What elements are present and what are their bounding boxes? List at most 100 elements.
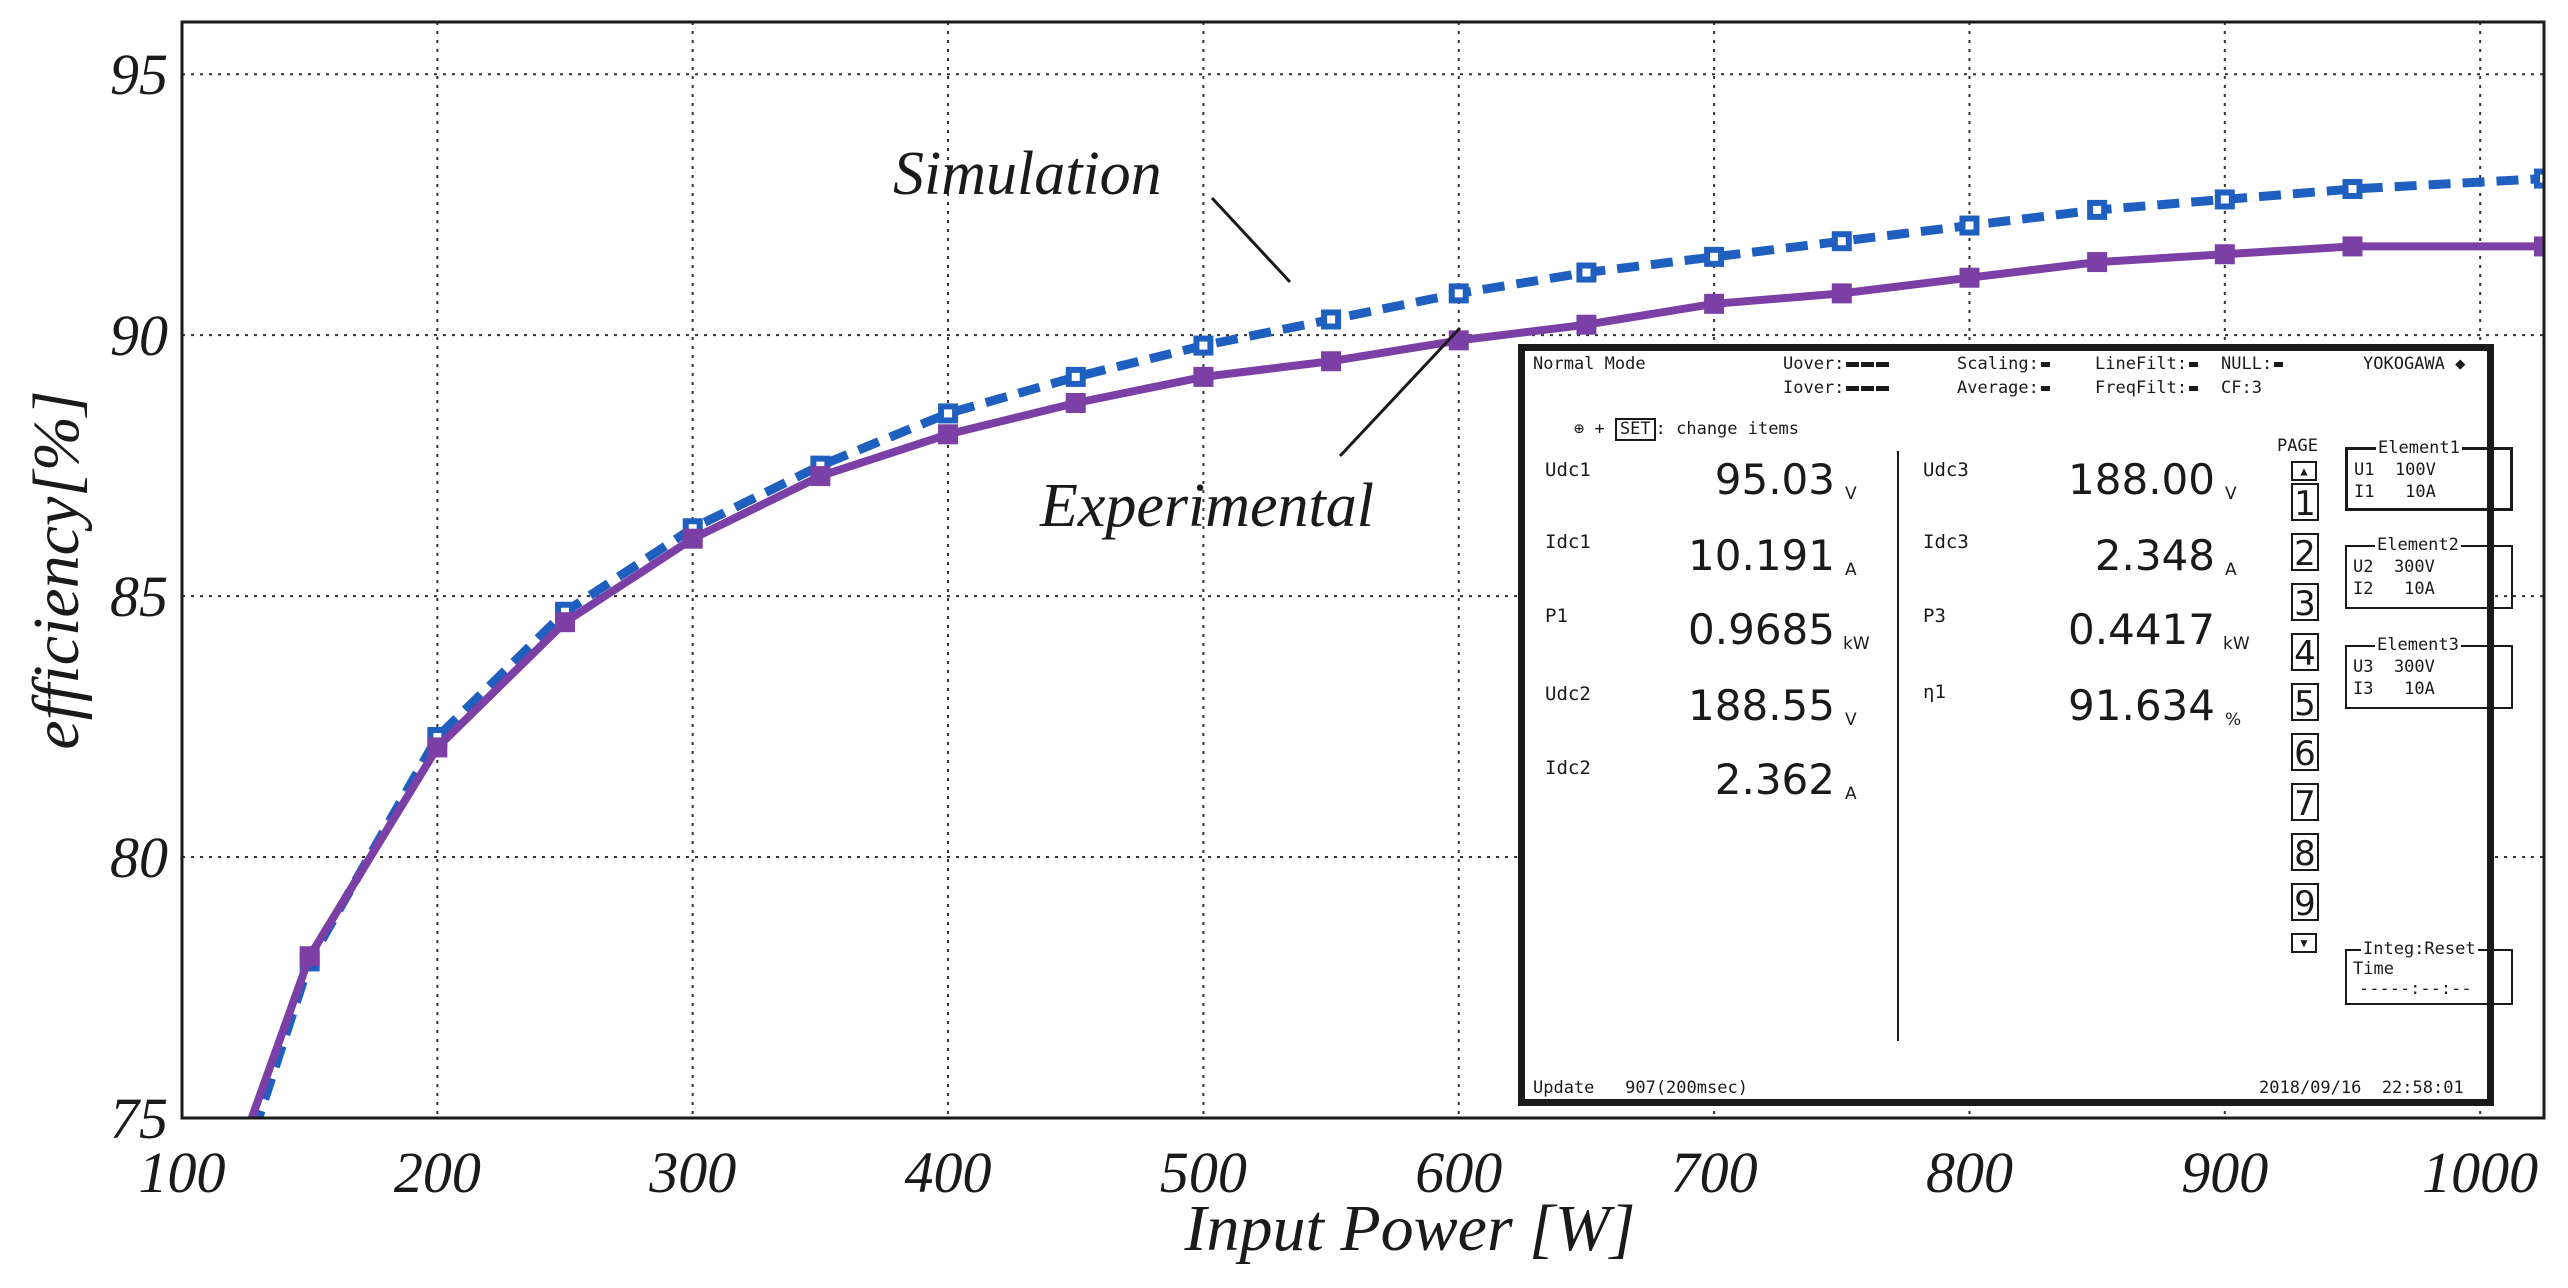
meas-value: 0.9685 (1688, 605, 1835, 654)
null-status: NULL: (2221, 355, 2284, 374)
y-tick-label: 90 (110, 303, 168, 368)
experimental-point (1704, 293, 1725, 314)
update-status: Update 907(200msec) (1533, 1078, 1748, 1098)
experimental-point (1448, 330, 1469, 351)
experimental-point (223, 1160, 243, 1180)
experimental-point (1576, 314, 1597, 335)
page-6[interactable]: 6 (2291, 733, 2319, 773)
meas-label: Udc2 (1545, 683, 1591, 705)
page-7[interactable]: 7 (2291, 783, 2319, 823)
meas-unit: V (1845, 710, 1857, 730)
experimental-point (682, 528, 703, 549)
simulation-point-center (2220, 195, 2229, 204)
experimental-point (427, 737, 448, 758)
x-tick-label: 500 (1160, 1140, 1247, 1205)
element3-box: Element3 U3 300V I3 10A (2345, 635, 2513, 709)
page-3[interactable]: 3 (2291, 583, 2319, 623)
simulation-point-center (1071, 372, 1080, 381)
page-4[interactable]: 4 (2291, 633, 2319, 673)
freqfilt-status: FreqFilt: (2095, 378, 2199, 398)
experimental-point (1193, 366, 1214, 387)
brand-text: YOKOGAWA (2363, 354, 2445, 374)
page-1[interactable]: 1 (2291, 483, 2319, 523)
iover-status: Iover: (1783, 379, 1890, 398)
simulation-point-center (433, 733, 442, 742)
element-title: Element3 (2375, 635, 2461, 655)
simulation-point-center (2348, 185, 2357, 194)
element-voltage-range: U2 300V (2353, 557, 2435, 577)
change-items-hint: ⊕ + SET: change items (1573, 418, 1799, 441)
experimental-point (2534, 236, 2544, 257)
simulation-point-center (2093, 205, 2102, 214)
element-voltage-range: U1 100V (2354, 460, 2436, 480)
experimental-point (1065, 392, 1086, 413)
page-5[interactable]: 5 (2291, 683, 2319, 723)
page-2[interactable]: 2 (2291, 533, 2319, 573)
scaling-status: Scaling: (1957, 355, 2050, 374)
freqfilt-label: FreqFilt: (2095, 378, 2188, 398)
page-9[interactable]: 9 (2291, 883, 2319, 923)
meas-value: 188.00 (2068, 455, 2215, 504)
meas-value: 95.03 (1714, 455, 1835, 504)
meas-label: P3 (1923, 605, 1946, 627)
meas-label: Udc3 (1923, 459, 1969, 481)
uover-status: Uover: (1783, 355, 1890, 374)
experimental-point (555, 612, 576, 633)
ticks: 100 200 300 400 500 600 700 800 900 1000758085909… (110, 42, 2538, 1205)
element-title: Element2 (2375, 535, 2461, 555)
jog-dial-icon: ⊕ (1573, 419, 1585, 439)
x-tick-label: 300 (648, 1140, 736, 1205)
experimental-point (1831, 283, 1852, 304)
simulation-point-center (688, 524, 697, 533)
meas-value: 188.55 (1688, 681, 1835, 730)
meas-unit: kW (1843, 634, 1870, 654)
meas-value: 0.4417 (2068, 605, 2215, 654)
x-tick-label: 400 (905, 1140, 992, 1205)
integ-title: Integ:Reset (2361, 939, 2478, 959)
page-label: PAGE (2277, 436, 2318, 456)
experimental-point (2214, 244, 2235, 265)
linefilt-status: LineFilt: (2095, 355, 2199, 374)
simulation-point-center (1965, 221, 1974, 230)
simulation-annotation: Simulation (893, 140, 1162, 208)
x-axis-label: Input Power [W] (1184, 1192, 1636, 1265)
x-tick-label: 600 (1415, 1140, 1502, 1205)
experimental-point (810, 466, 831, 487)
simulation-point-center (2540, 174, 2544, 183)
experimental-point (299, 946, 320, 967)
meas-label: Idc1 (1545, 531, 1591, 553)
page-8[interactable]: 8 (2291, 833, 2319, 873)
element-current-range: I3 10A (2353, 679, 2435, 699)
y-tick-label: 95 (110, 42, 168, 107)
scaling-label: Scaling: (1957, 354, 2039, 374)
average-label: Average: (1957, 378, 2039, 398)
experimental-leader-line (1338, 326, 1462, 458)
page-down-arrow-icon[interactable]: ▼ (2291, 933, 2317, 953)
simulation-point (223, 1186, 243, 1206)
cf-status: CF:3 (2221, 378, 2262, 398)
element-current-range: I2 10A (2353, 579, 2435, 599)
experimental-point (1321, 351, 1342, 372)
page-up-arrow-icon[interactable]: ▲ (2291, 461, 2317, 481)
average-status: Average: (1957, 379, 2050, 398)
element-current-range: I1 10A (2354, 482, 2436, 502)
simulation-point-center (561, 607, 570, 616)
meas-value: 10.191 (1688, 531, 1835, 580)
y-tick-label: 80 (110, 825, 168, 890)
simulation-point-center (944, 409, 953, 418)
experimental-point (2087, 252, 2108, 273)
mode-text: Normal Mode (1533, 354, 1646, 374)
y-axis-label: efficiency[%] (20, 390, 93, 749)
meas-value: 2.362 (1714, 755, 1835, 804)
meas-label: Idc2 (1545, 757, 1591, 779)
timestamp: 2018/09/16 22:58:01 (2259, 1078, 2464, 1098)
simulation-leader-line (1210, 196, 1292, 284)
experimental-annotation: Experimental (1039, 472, 1374, 540)
meas-unit: A (1845, 560, 1857, 580)
experimental-point (2342, 236, 2363, 257)
x-tick-label: 1000 (2422, 1140, 2538, 1205)
series-layer (223, 168, 2544, 1206)
meas-unit: % (2225, 710, 2242, 730)
meas-value: 91.634 (2068, 681, 2215, 730)
